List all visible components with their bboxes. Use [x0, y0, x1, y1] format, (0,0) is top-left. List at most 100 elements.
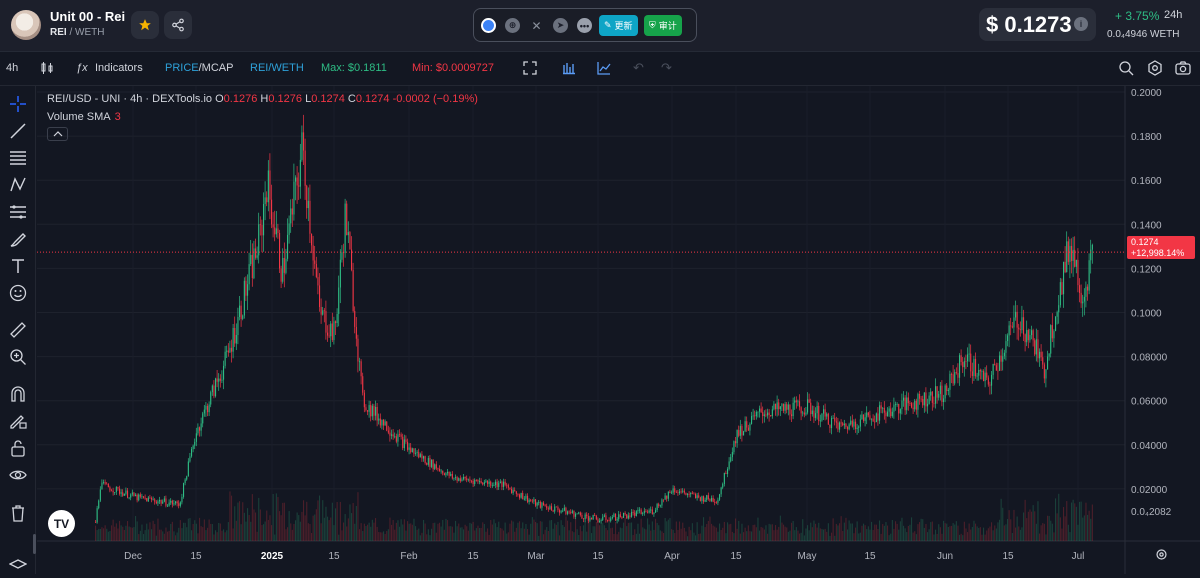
candle-body: [408, 447, 410, 450]
candle-body: [938, 393, 940, 398]
interval-selector[interactable]: 4h: [6, 62, 19, 74]
quick-search-icon[interactable]: [1118, 60, 1134, 76]
volume-bar: [360, 523, 362, 541]
lock-tool[interactable]: [7, 437, 29, 459]
candle-body: [403, 439, 405, 449]
candle-body: [627, 515, 629, 519]
volume-bar: [831, 532, 833, 541]
share-button[interactable]: [164, 11, 192, 39]
layers-tool[interactable]: [7, 556, 29, 578]
volume-bar: [587, 519, 589, 541]
undo-icon[interactable]: ↶: [633, 60, 644, 75]
candle-body: [989, 384, 991, 386]
volume-bar: [229, 491, 231, 541]
draw-mode-tool[interactable]: [7, 410, 29, 432]
more-icon[interactable]: •••: [577, 18, 592, 33]
volume-bar: [538, 535, 540, 541]
audit-button[interactable]: ⛨ 审计: [644, 15, 682, 36]
volume-bar: [453, 532, 455, 541]
measure-lines-tool[interactable]: [7, 201, 29, 223]
ruler-tool[interactable]: [7, 319, 29, 341]
price-mcap-toggle[interactable]: PRICE/MCAP: [165, 62, 233, 74]
text-tool[interactable]: [7, 255, 29, 277]
favorite-button[interactable]: [131, 11, 159, 39]
visibility-tool[interactable]: [7, 464, 29, 486]
candle-body: [1053, 331, 1055, 339]
crosshair-tool[interactable]: [7, 93, 29, 115]
redo-icon[interactable]: ↷: [661, 60, 672, 75]
price-chart[interactable]: 0.2000 0.1800 0.1600 0.1400 0.1200 0.1000 0.08…: [37, 86, 1200, 574]
volume-bar: [530, 523, 532, 541]
update-button[interactable]: ✎ 更新: [599, 15, 638, 36]
volume-bar: [909, 524, 911, 541]
volume-bar: [741, 523, 743, 541]
ruler-icon: [10, 322, 26, 338]
candle-body: [496, 481, 498, 487]
magnet-tool[interactable]: [7, 383, 29, 405]
volume-bar: [930, 522, 932, 541]
volume-bar: [1002, 507, 1004, 541]
volume-bar: [237, 502, 239, 541]
candle-body: [439, 468, 441, 471]
volume-bar: [451, 526, 453, 541]
candle-body: [1016, 311, 1018, 328]
dextools-icon[interactable]: [481, 18, 496, 33]
y-tick-label: 0.06000: [1131, 397, 1168, 408]
bar-chart-icon[interactable]: [562, 61, 576, 75]
volume-bar: [618, 531, 620, 541]
trend-line-tool[interactable]: [7, 120, 29, 142]
emoji-tool[interactable]: [7, 282, 29, 304]
volume-bar: [829, 535, 831, 541]
close-label: C: [347, 93, 356, 105]
fib-tool[interactable]: [7, 147, 29, 169]
candle-body: [978, 369, 980, 376]
volume-bar: [122, 526, 124, 541]
candle-body: [869, 415, 871, 420]
pair-toggle[interactable]: REI/WETH: [250, 62, 304, 74]
volume-bar: [690, 530, 692, 541]
volume-bar: [949, 526, 951, 541]
volume-bar: [616, 534, 618, 541]
telegram-icon[interactable]: ➤: [553, 18, 568, 33]
volume-bar: [730, 523, 732, 541]
website-icon[interactable]: ⊕: [505, 18, 520, 33]
candle-body: [999, 355, 1001, 371]
fullscreen-icon[interactable]: [523, 61, 537, 75]
candles-icon[interactable]: [40, 61, 54, 75]
settings-icon[interactable]: [1147, 60, 1163, 76]
candle-body: [200, 423, 202, 431]
candle-body: [389, 432, 391, 436]
volume-bar: [290, 523, 292, 541]
candle-body: [960, 355, 962, 362]
camera-icon[interactable]: [1175, 60, 1191, 76]
volume-bar: [562, 525, 564, 541]
low-value: 0.1274: [311, 93, 345, 105]
line-chart-icon[interactable]: [597, 61, 611, 75]
collapse-legend-button[interactable]: [47, 127, 68, 141]
candle-body: [1003, 352, 1005, 357]
tradingview-logo[interactable]: TV: [48, 510, 75, 537]
brush-tool[interactable]: [7, 228, 29, 250]
candle-body: [327, 332, 329, 336]
volume-bar: [539, 521, 541, 541]
candle-body: [258, 224, 260, 256]
pattern-tool[interactable]: [7, 174, 29, 196]
legend-change: -0.0002 (−0.19%): [392, 93, 478, 105]
candle-body: [727, 468, 729, 475]
zoom-tool[interactable]: [7, 346, 29, 368]
indicators-button[interactable]: Indicators: [95, 62, 143, 74]
scroll-handle[interactable]: [33, 534, 36, 554]
candle-body: [605, 515, 607, 521]
delete-tool[interactable]: [7, 502, 29, 524]
volume-bar: [720, 529, 722, 541]
chart-settings-icon[interactable]: [1155, 548, 1168, 561]
candle-body: [418, 452, 420, 458]
x-twitter-icon[interactable]: ✕: [531, 18, 542, 33]
volume-bar: [701, 525, 703, 541]
volume-bar: [205, 530, 207, 541]
x-tick-label: 15: [592, 551, 604, 562]
info-icon[interactable]: i: [1074, 17, 1088, 31]
volume-bar: [952, 523, 954, 541]
candle-body: [471, 480, 473, 482]
candle-body: [754, 415, 756, 417]
